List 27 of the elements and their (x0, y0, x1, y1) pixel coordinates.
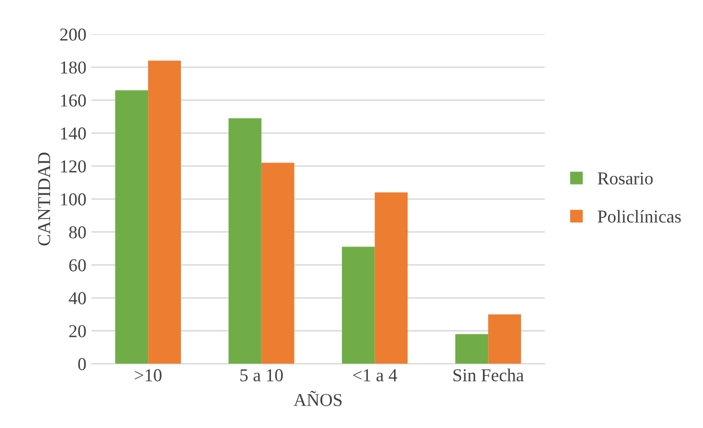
y-tick-label: 60 (69, 259, 86, 272)
y-axis-title: CANTIDAD (38, 152, 50, 246)
x-tick-label: <1 a 4 (353, 369, 398, 382)
bar (261, 162, 294, 364)
y-tick-label: 140 (61, 127, 86, 140)
y-tick-label: 40 (68, 292, 86, 304)
y-tick-label: 200 (60, 28, 86, 41)
y-tick-label: 0 (78, 358, 86, 370)
bar (115, 90, 148, 364)
y-tick-label: 160 (61, 94, 86, 107)
bar (148, 60, 181, 364)
legend-label: Policlínicas (598, 210, 681, 223)
y-tick-label: 100 (61, 193, 86, 206)
y-tick-label: 180 (61, 61, 86, 74)
bar (342, 246, 375, 364)
y-tick-label: 20 (69, 325, 86, 338)
x-tick-label: >10 (134, 369, 162, 382)
y-tick-label: 120 (61, 160, 86, 173)
bar (374, 192, 408, 364)
x-tick-label: 5 a 10 (240, 369, 283, 382)
bar (228, 118, 262, 364)
x-tick-label: Sin Fecha (453, 368, 524, 382)
bar (455, 334, 488, 364)
x-axis-title: AÑOS (294, 390, 342, 406)
bar (488, 314, 522, 364)
y-tick-label: 80 (69, 226, 86, 238)
legend-label: Rosario (598, 172, 653, 185)
